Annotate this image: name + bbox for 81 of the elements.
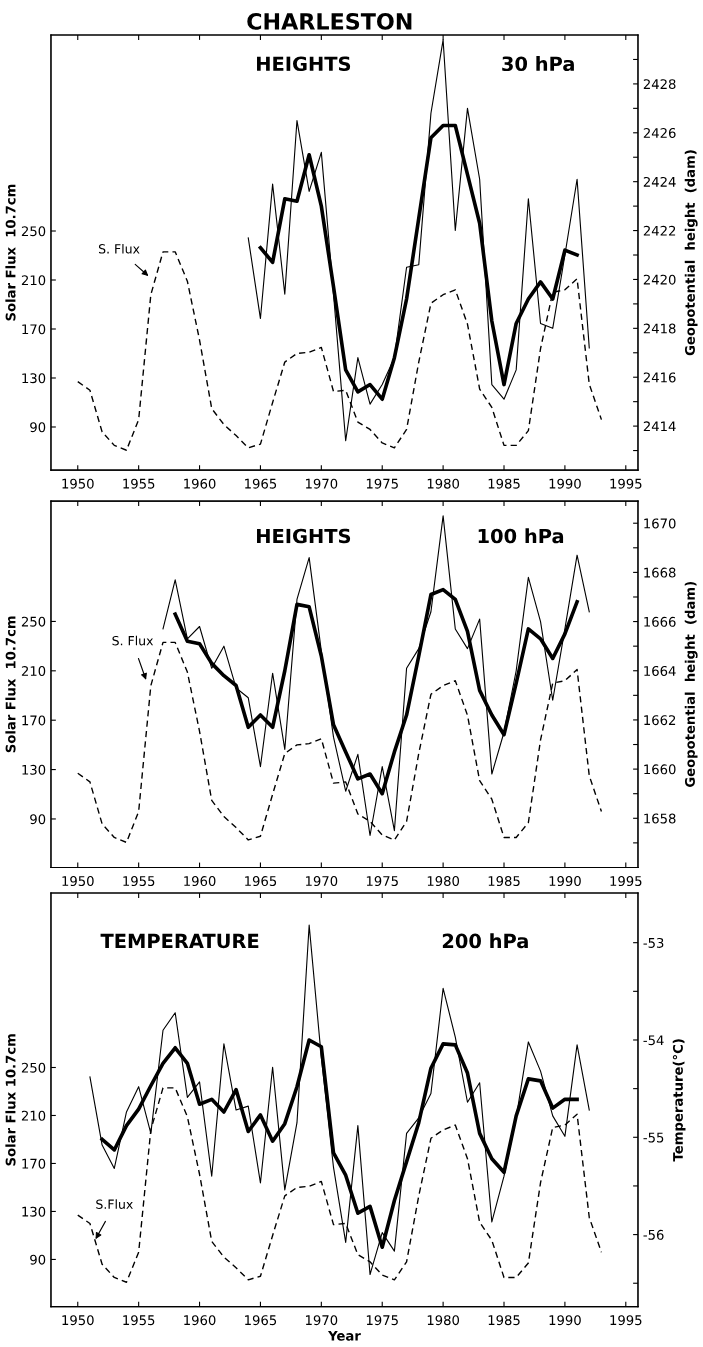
x-tick-label: 1950 [62, 876, 94, 887]
x-tick-label: 1970 [305, 478, 338, 489]
x-tick-label: 1985 [488, 876, 520, 887]
x-tick-label: 1950 [62, 1315, 94, 1326]
x-tick-label: 1975 [366, 1315, 398, 1326]
y2-tick-label: 1670 [644, 518, 676, 529]
y-tick-label: 90 [30, 814, 46, 825]
y2-tick-label: 2428 [643, 79, 676, 90]
x-tick-label: 1955 [123, 1315, 155, 1326]
y2-tick-label: 1660 [644, 764, 676, 775]
annotation: HEIGHTS [257, 528, 351, 544]
x-tick-label: 1985 [488, 1315, 520, 1326]
x-tick-label: 1960 [184, 876, 216, 887]
y-tick-label: 250 [21, 1062, 46, 1073]
y-tick-label: 250 [21, 616, 46, 627]
y2-tick-label: 2416 [643, 372, 676, 383]
y2-tick-label: 2414 [643, 421, 676, 432]
annotation: S. Flux [112, 635, 154, 646]
x-tick-label: 1955 [123, 876, 155, 887]
y2-axis-title: Temperature(°C) [672, 1039, 686, 1162]
x-tick-label: 1965 [245, 876, 277, 887]
y2-axis-title: Geopotential height (dam) [684, 582, 698, 788]
y-tick-label: 210 [21, 666, 46, 677]
y2-tick-label: 1668 [644, 567, 676, 578]
x-tick-label: 1990 [549, 478, 581, 489]
annotation: S.Flux [96, 1199, 133, 1209]
y2-tick-label: 2422 [643, 225, 676, 236]
y-tick-label: 170 [22, 1158, 46, 1169]
annotation: 100 hPa [478, 528, 564, 544]
x-tick-label: 1965 [245, 478, 277, 489]
x-tick-label: 1980 [427, 1315, 460, 1326]
x-tick-label: 1980 [427, 876, 460, 887]
y2-tick-label: -53 [643, 937, 664, 948]
chart-title: CHARLESTON [247, 12, 412, 30]
x-tick-label: 1995 [610, 876, 642, 887]
y-tick-label: 170 [22, 715, 46, 726]
y-axis-title: Solar Flux 10.7cm [5, 1034, 16, 1166]
x-tick-label: 1985 [488, 478, 520, 489]
y-tick-label: 90 [30, 1254, 46, 1265]
annotation: 200 hPa [442, 933, 528, 949]
x-tick-label: 1995 [610, 1315, 642, 1326]
x-axis-title: Year [327, 1330, 361, 1341]
x-tick-label: 1990 [549, 876, 581, 887]
annotation: 30 hPa [502, 56, 574, 72]
y2-tick-label: -56 [643, 1229, 664, 1240]
y-tick-label: 170 [22, 324, 46, 335]
y2-tick-label: 2424 [643, 176, 676, 187]
x-tick-label: 1990 [549, 1315, 581, 1326]
annotation: HEIGHTS [257, 56, 351, 72]
y-tick-label: 210 [21, 1110, 46, 1121]
y2-tick-label: 1658 [644, 813, 676, 824]
x-tick-label: 1955 [123, 478, 155, 489]
y-axis-title: Solar Flux 10.7cm [5, 184, 16, 321]
y2-tick-label: -54 [643, 1035, 664, 1046]
x-tick-label: 1960 [184, 478, 216, 489]
y2-tick-label: 2426 [643, 128, 676, 138]
x-tick-label: 1975 [366, 876, 398, 887]
y-axis-title: Solar Flux 10.7cm [5, 616, 16, 753]
y2-tick-label: 2418 [643, 323, 676, 334]
x-tick-label: 1950 [62, 478, 94, 489]
y-tick-label: 210 [21, 275, 46, 286]
annotation: TEMPERATURE [100, 933, 259, 949]
x-tick-label: 1965 [245, 1315, 277, 1326]
x-tick-label: 1960 [184, 1315, 216, 1326]
y2-tick-label: 1664 [644, 665, 676, 676]
x-tick-label: 1970 [305, 1315, 338, 1326]
y2-axis-title: Geopotential height (dam) [684, 150, 698, 356]
y2-tick-label: -55 [643, 1132, 664, 1143]
y-tick-label: 250 [21, 226, 46, 237]
y-tick-label: 90 [30, 422, 46, 433]
x-tick-label: 1995 [610, 478, 642, 489]
x-tick-label: 1970 [305, 876, 338, 887]
y-tick-label: 130 [22, 1206, 46, 1217]
y-tick-label: 130 [22, 373, 46, 384]
x-tick-label: 1980 [427, 478, 460, 489]
y-tick-label: 130 [22, 764, 46, 775]
x-tick-label: 1975 [366, 478, 398, 489]
annotation: S. Flux [98, 243, 140, 254]
y2-tick-label: 1662 [644, 715, 676, 726]
y2-tick-label: 1666 [644, 616, 676, 627]
y2-tick-label: 2420 [643, 274, 676, 285]
